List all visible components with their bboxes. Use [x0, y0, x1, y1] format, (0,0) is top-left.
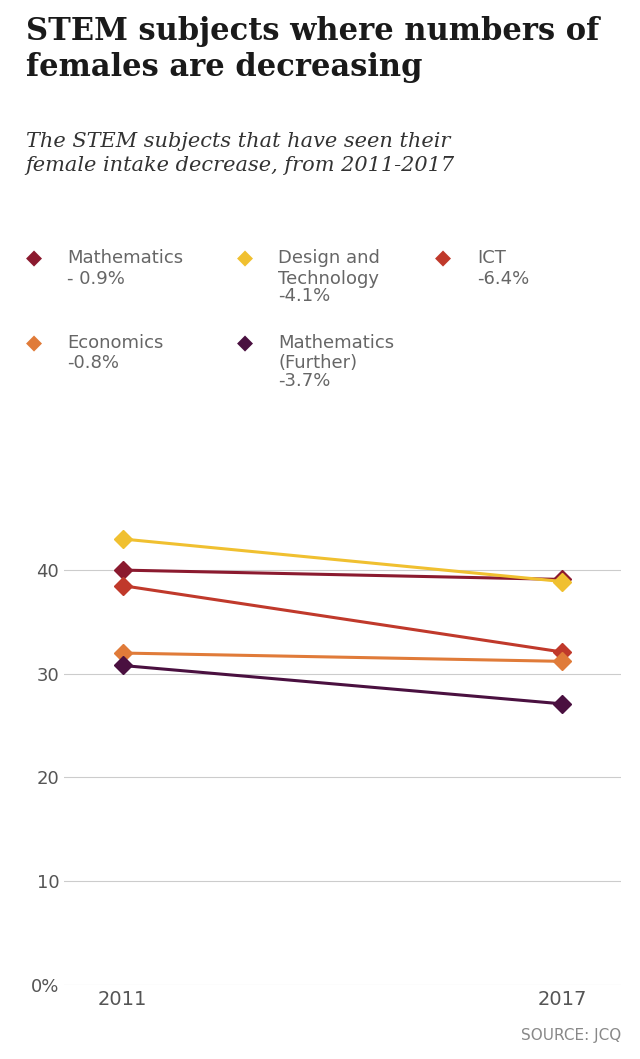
- Text: SOURCE: JCQ: SOURCE: JCQ: [520, 1028, 621, 1043]
- Text: -3.7%: -3.7%: [278, 372, 331, 390]
- Text: -4.1%: -4.1%: [278, 287, 331, 305]
- Text: The STEM subjects that have seen their
female intake decrease, from 2011-2017: The STEM subjects that have seen their f…: [26, 132, 455, 175]
- Text: - 0.9%: - 0.9%: [67, 270, 125, 288]
- Text: ◆: ◆: [26, 334, 42, 354]
- Text: Mathematics
(Further): Mathematics (Further): [278, 334, 394, 373]
- Text: ICT: ICT: [477, 249, 506, 267]
- Text: Economics: Economics: [67, 334, 164, 352]
- Text: STEM subjects where numbers of
females are decreasing: STEM subjects where numbers of females a…: [26, 16, 599, 83]
- Text: Mathematics: Mathematics: [67, 249, 183, 267]
- Text: ◆: ◆: [26, 249, 42, 269]
- Text: ◆: ◆: [237, 249, 253, 269]
- Text: ◆: ◆: [435, 249, 451, 269]
- Text: Design and
Technology: Design and Technology: [278, 249, 380, 288]
- Text: ◆: ◆: [237, 334, 253, 354]
- Text: -0.8%: -0.8%: [67, 355, 119, 373]
- Text: -6.4%: -6.4%: [477, 270, 529, 288]
